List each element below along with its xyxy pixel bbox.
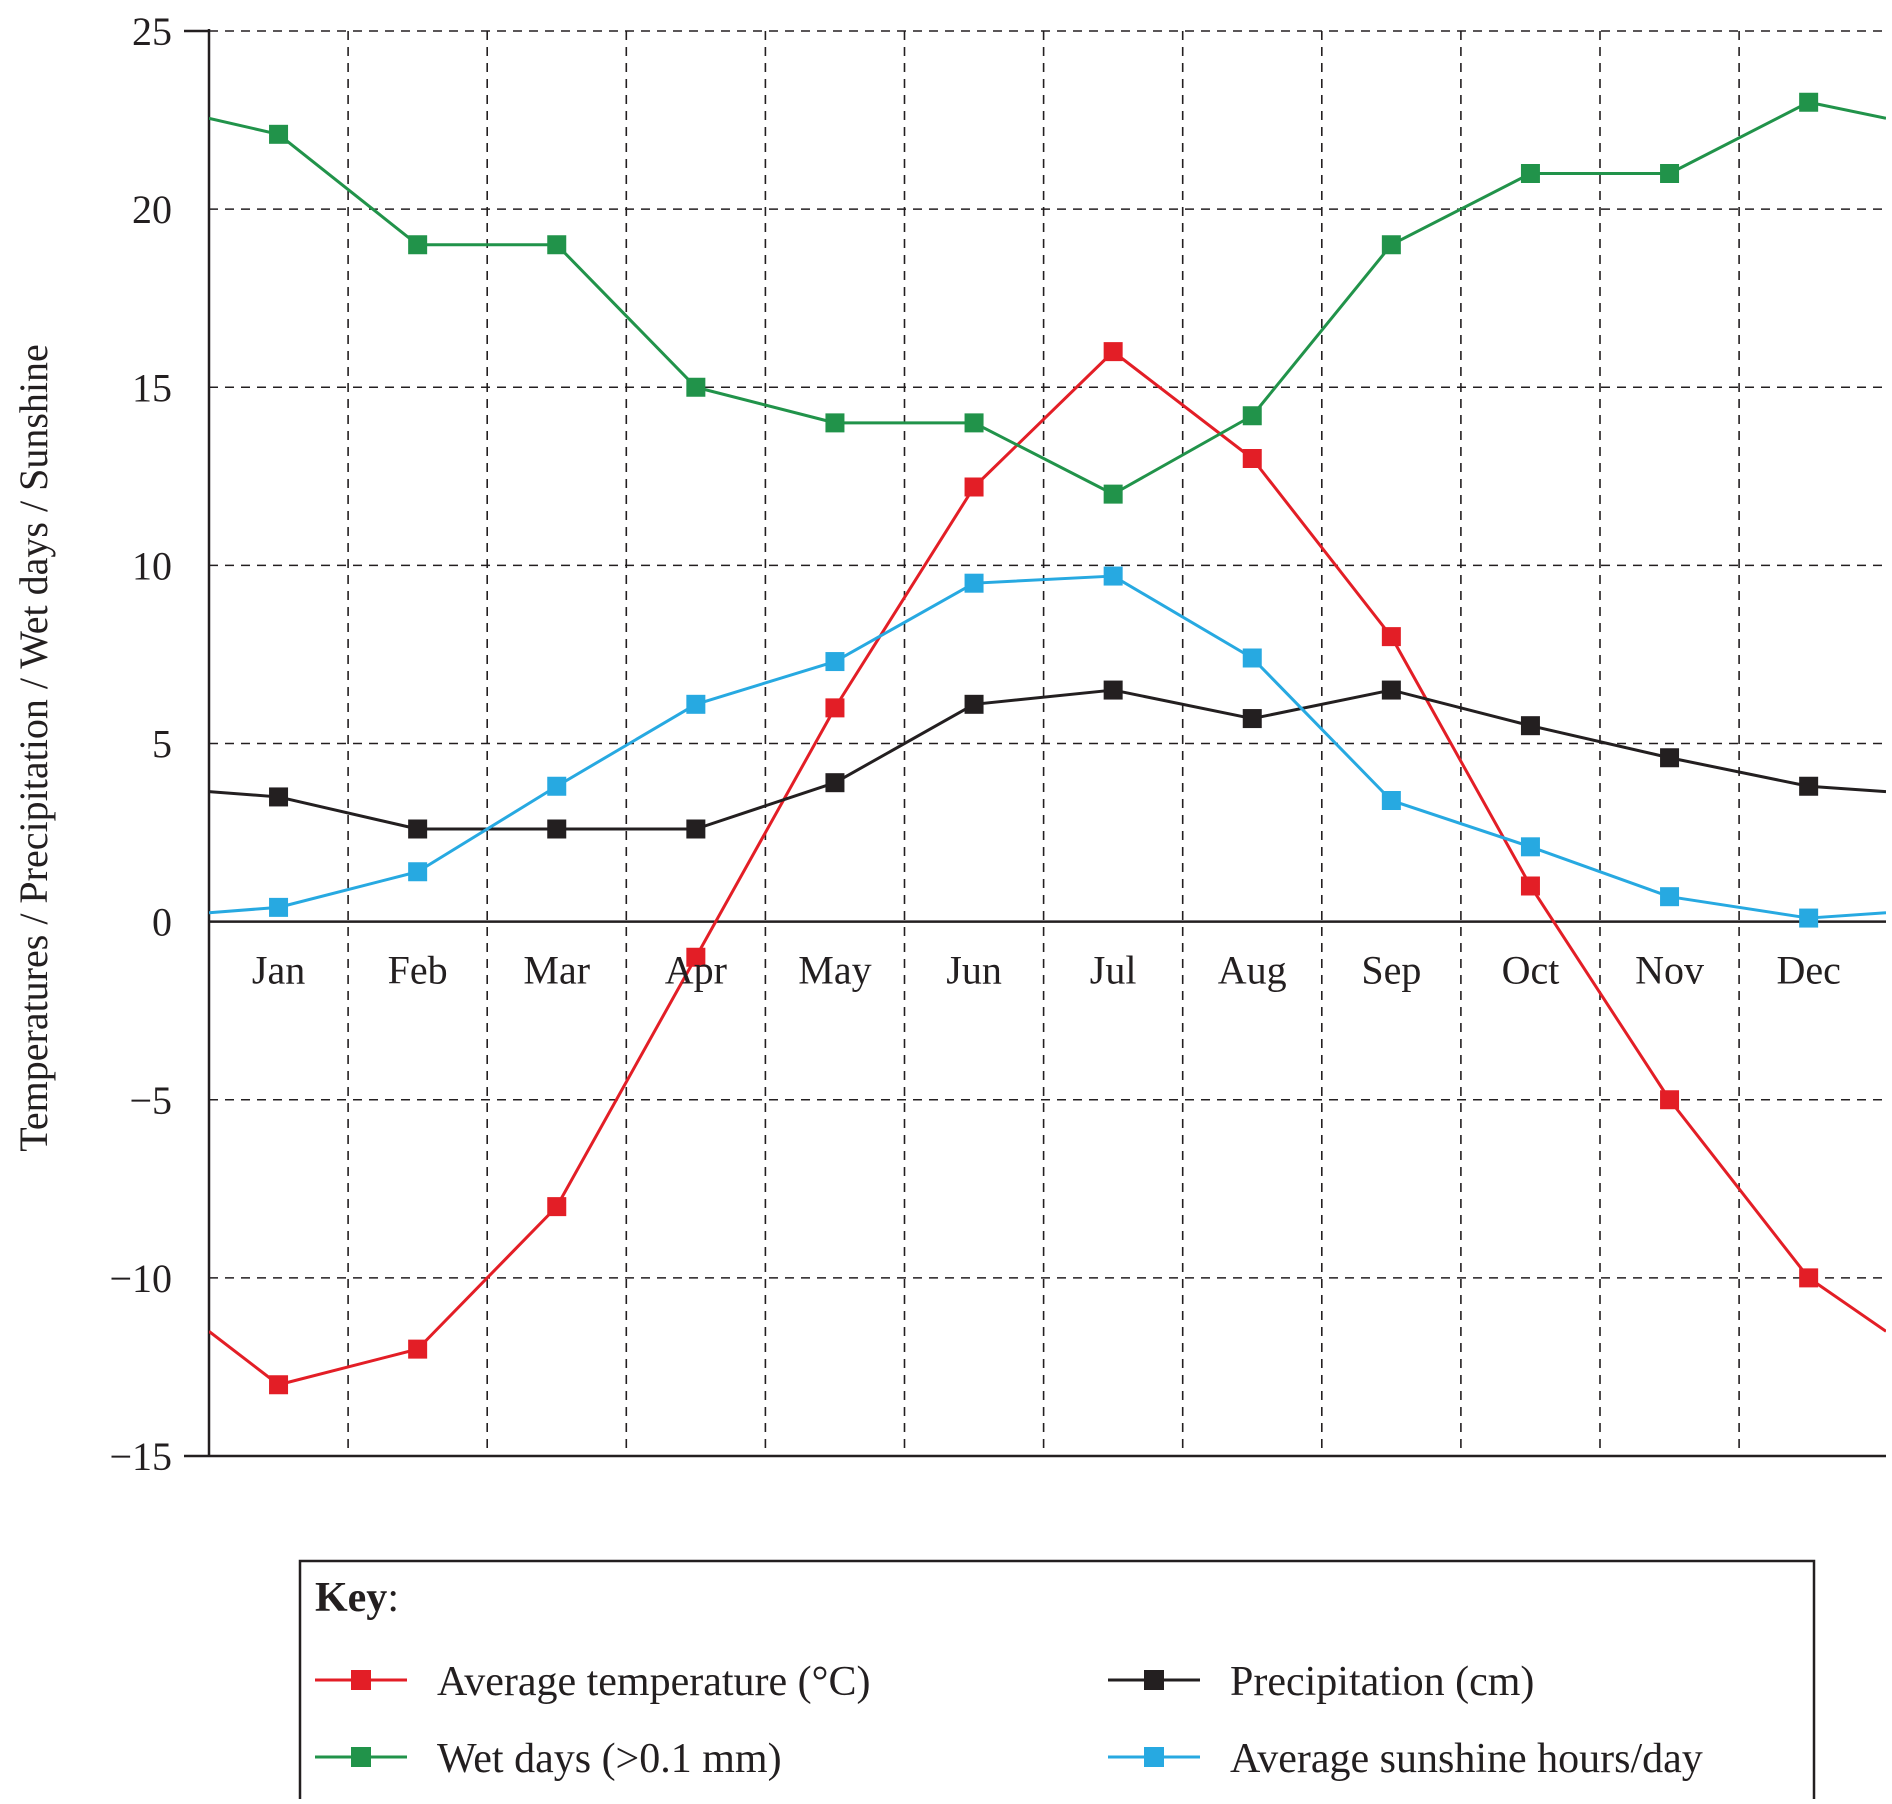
legend-label-3: Average sunshine hours/day xyxy=(1230,1736,1703,1782)
grid-layer xyxy=(209,30,1886,1456)
labels-layer: 25 20 15 10 5 0 −5 −10 −15 Jan Feb Mar Apr May Jun Jul A… xyxy=(109,9,1840,1479)
series-0-marker xyxy=(825,698,845,718)
series-2-marker xyxy=(1381,235,1401,255)
series-line-1 xyxy=(209,688,1886,831)
series-2-marker xyxy=(686,377,706,397)
y-tick-label: 0 xyxy=(152,900,172,945)
series-2-marker xyxy=(1242,406,1262,426)
series-3-marker xyxy=(269,897,289,917)
series-0-marker xyxy=(1520,876,1540,896)
x-tick-label: Nov xyxy=(1635,948,1704,993)
y-axis-label: Temperatures / Precipitation / Wet days … xyxy=(11,344,56,1152)
series-3-marker xyxy=(547,776,567,796)
series-1-marker xyxy=(825,773,845,793)
x-tick-label: Feb xyxy=(388,948,448,993)
legend-swatch-marker-0 xyxy=(351,1670,371,1690)
legend-title-text: Key xyxy=(315,1575,387,1621)
y-tick-label: −5 xyxy=(129,1078,172,1123)
series-1-marker xyxy=(1660,748,1680,768)
series-2-marker xyxy=(1660,164,1680,183)
series-1-marker xyxy=(269,787,289,807)
x-tick-label: Oct xyxy=(1502,948,1560,993)
x-tick-label: Mar xyxy=(523,948,590,993)
legend-title-colon: : xyxy=(387,1575,399,1621)
y-tick-label: 5 xyxy=(152,722,172,767)
legend-swatch-marker-3 xyxy=(1144,1747,1164,1767)
x-tick-label: Jul xyxy=(1090,948,1137,993)
series-0-marker xyxy=(686,947,706,967)
y-tick-label: −10 xyxy=(109,1256,172,1301)
series-2-marker xyxy=(408,235,428,255)
series-0-marker xyxy=(269,1375,289,1395)
series-layer xyxy=(209,92,1886,1395)
legend-box xyxy=(298,1559,1816,1804)
series-2-marker xyxy=(1520,164,1540,183)
series-2-marker xyxy=(547,235,567,255)
series-0-marker xyxy=(1381,627,1401,647)
legend-label-2: Wet days (>0.1 mm) xyxy=(437,1736,782,1782)
series-line-2 xyxy=(209,100,1886,496)
series-1-marker xyxy=(1520,716,1540,736)
series-3-marker xyxy=(964,573,984,593)
series-0-marker xyxy=(1799,1268,1819,1288)
legend-swatch-marker-2 xyxy=(351,1747,371,1767)
series-0-marker xyxy=(1660,1090,1680,1110)
x-tick-label: Aug xyxy=(1218,948,1287,993)
y-tick-label: 20 xyxy=(132,187,172,232)
series-3-marker xyxy=(1799,908,1819,928)
x-tick-label: Jan xyxy=(252,948,305,993)
axes-layer xyxy=(184,29,1886,1458)
series-1-marker xyxy=(1103,680,1123,700)
legend-items: Average temperature (°C) Precipitation (c… xyxy=(315,1659,1703,1782)
x-tick-label: Dec xyxy=(1776,948,1840,993)
series-0-marker xyxy=(1242,449,1262,468)
series-3-marker xyxy=(686,694,706,714)
series-1-marker xyxy=(1799,776,1819,796)
series-1-marker xyxy=(964,694,984,714)
series-1-marker xyxy=(686,819,706,839)
x-tick-label: Apr xyxy=(665,948,727,993)
series-3-marker xyxy=(825,652,845,672)
legend-label-0: Average temperature (°C) xyxy=(437,1659,870,1705)
x-tick-label: Jun xyxy=(946,948,1002,993)
y-tick-label: 25 xyxy=(132,9,172,54)
series-3-marker xyxy=(408,862,428,882)
x-tick-label: Sep xyxy=(1361,948,1421,993)
series-line-0 xyxy=(209,350,1886,1387)
x-tick-label: May xyxy=(798,948,871,993)
legend-swatch-marker-1 xyxy=(1144,1670,1164,1690)
series-0-marker xyxy=(547,1197,567,1217)
series-clip-group xyxy=(209,92,1886,1395)
series-3-marker xyxy=(1103,566,1123,586)
y-tick-label: 10 xyxy=(132,543,172,588)
series-3-marker xyxy=(1242,648,1262,668)
series-3-marker xyxy=(1660,887,1680,907)
series-3-marker xyxy=(1381,791,1401,810)
series-0-marker xyxy=(1103,342,1123,362)
series-1-marker xyxy=(1381,680,1401,700)
y-tick-label: 15 xyxy=(132,365,172,410)
series-1-marker xyxy=(408,819,428,839)
series-2-marker xyxy=(825,413,845,433)
series-0-marker xyxy=(964,477,984,497)
series-1-marker xyxy=(547,819,567,839)
series-2-marker xyxy=(964,413,984,433)
series-2-marker xyxy=(1799,92,1819,112)
series-2-marker xyxy=(269,124,289,144)
y-tick-label: −15 xyxy=(109,1434,172,1479)
series-1-marker xyxy=(1242,709,1262,729)
series-2-marker xyxy=(1103,484,1123,504)
legend-label-1: Precipitation (cm) xyxy=(1230,1659,1534,1705)
legend-title: Key: xyxy=(315,1575,399,1621)
series-0-marker xyxy=(408,1339,428,1359)
legend: Key: Average temperature (°C) Precipitati… xyxy=(298,1559,1816,1804)
series-3-marker xyxy=(1520,837,1540,857)
series-line-3 xyxy=(209,574,1886,920)
